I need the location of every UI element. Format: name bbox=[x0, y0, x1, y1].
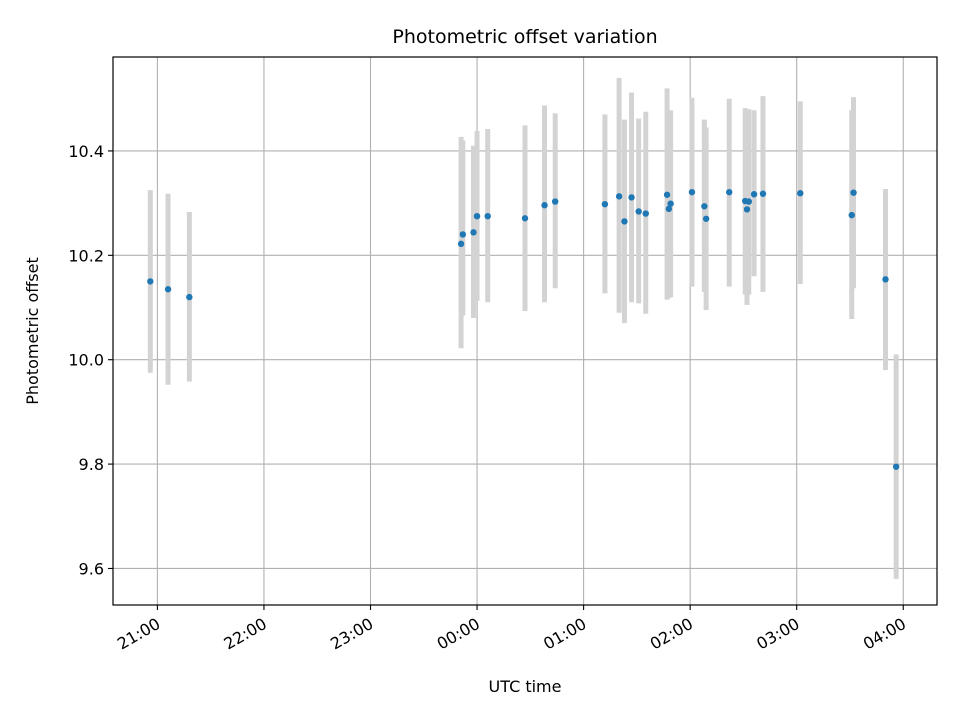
data-point bbox=[663, 191, 671, 198]
y-tick-label: 9.8 bbox=[79, 455, 104, 474]
data-point bbox=[186, 293, 193, 301]
data-point bbox=[635, 208, 642, 215]
data-point bbox=[745, 198, 752, 205]
data-point bbox=[688, 188, 696, 196]
data-point bbox=[850, 189, 857, 196]
data-point bbox=[628, 194, 635, 201]
x-axis-label: UTC time bbox=[489, 677, 562, 696]
data-point bbox=[459, 231, 467, 238]
data-point bbox=[797, 190, 804, 197]
data-point bbox=[615, 193, 623, 200]
y-tick-label: 10.4 bbox=[68, 142, 104, 161]
data-point bbox=[642, 210, 649, 217]
data-point bbox=[457, 240, 465, 248]
data-point bbox=[551, 198, 559, 205]
y-axis: 9.6 9.8 10.0 10.2 10.4 bbox=[68, 142, 113, 578]
data-point bbox=[759, 190, 767, 197]
data-point bbox=[750, 191, 758, 198]
data-point bbox=[702, 215, 710, 222]
data-points bbox=[147, 188, 900, 470]
chart-title: Photometric offset variation bbox=[392, 26, 657, 48]
data-point bbox=[892, 463, 900, 470]
data-point bbox=[665, 205, 673, 213]
data-point bbox=[147, 278, 154, 285]
y-tick-label: 9.6 bbox=[79, 559, 104, 578]
data-point bbox=[726, 188, 733, 196]
data-point bbox=[473, 212, 481, 220]
data-point bbox=[470, 229, 477, 236]
y-tick-label: 10.0 bbox=[68, 351, 104, 370]
data-point bbox=[601, 200, 609, 208]
data-point bbox=[701, 203, 708, 210]
plot-frame bbox=[112, 56, 938, 606]
y-tick-label: 10.2 bbox=[68, 246, 104, 265]
data-point bbox=[743, 206, 751, 213]
data-point bbox=[667, 200, 674, 207]
data-point bbox=[521, 215, 529, 222]
data-point bbox=[882, 276, 889, 283]
grid bbox=[113, 57, 937, 605]
data-point bbox=[621, 218, 628, 225]
data-point bbox=[484, 212, 491, 220]
data-point bbox=[164, 286, 172, 293]
data-point bbox=[848, 211, 855, 219]
y-axis-label: Photometric offset bbox=[23, 257, 42, 405]
data-point bbox=[541, 202, 548, 209]
